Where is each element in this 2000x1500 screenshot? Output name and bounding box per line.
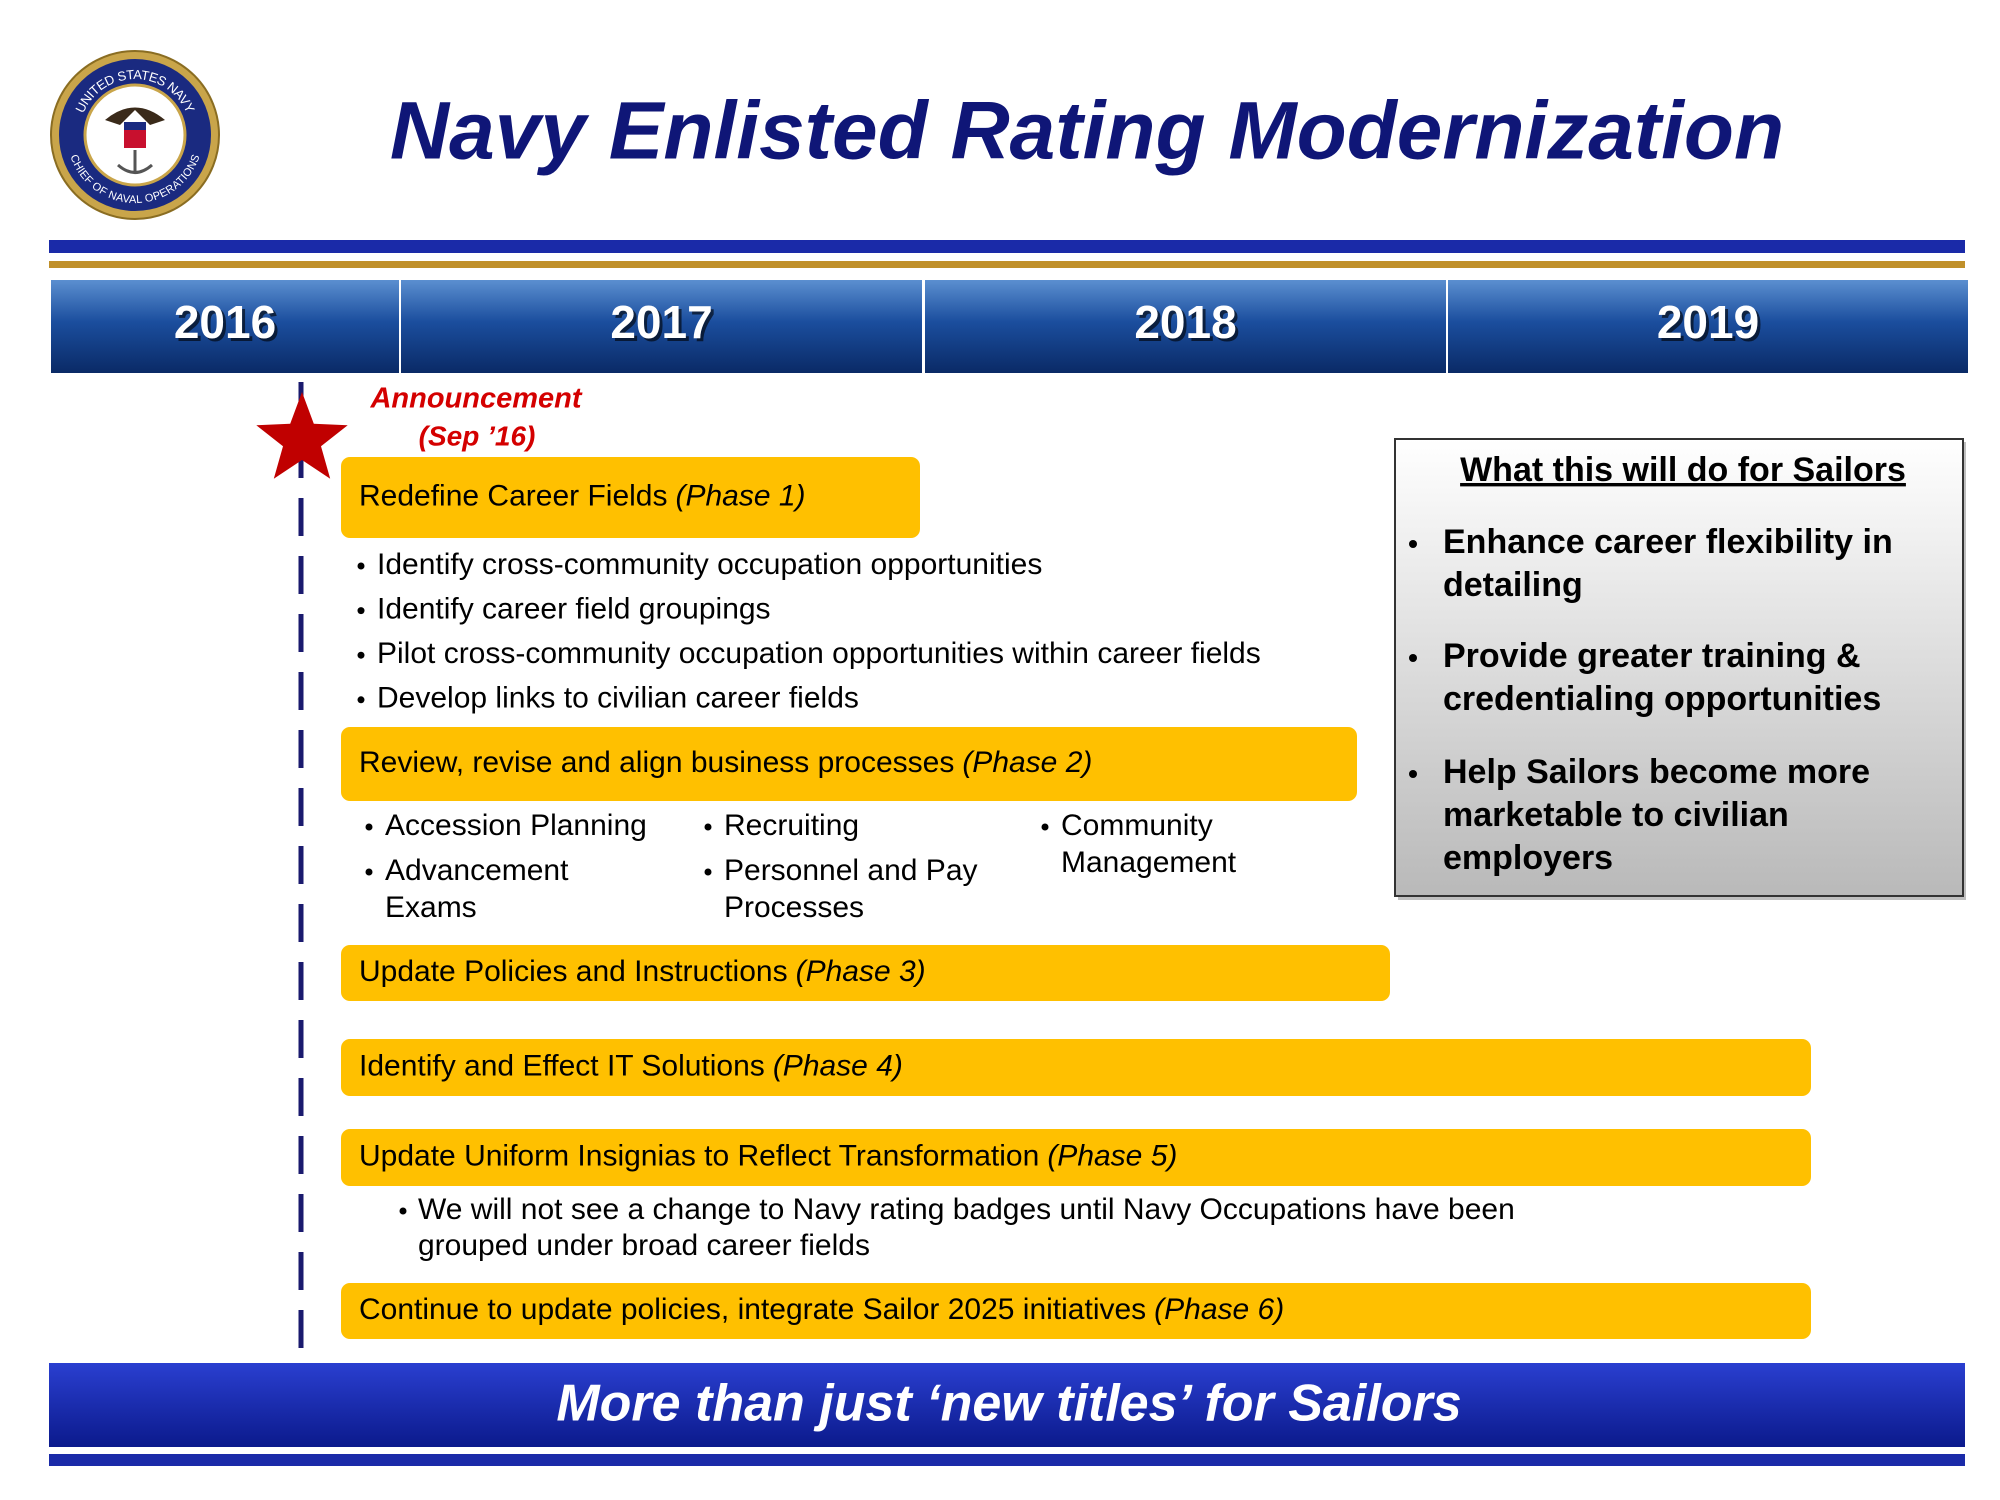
process-item: Community bbox=[1061, 809, 1213, 842]
rule-blue bbox=[49, 240, 1965, 253]
benefit-line: Enhance career flexibility in bbox=[1443, 523, 1893, 561]
phase-bullet: Pilot cross-community occupation opportu… bbox=[377, 637, 1261, 670]
rule-gold bbox=[49, 261, 1965, 268]
benefits-heading: What this will do for Sailors bbox=[1460, 451, 1906, 489]
bullet-dot bbox=[365, 868, 373, 876]
phase-text: Redefine Career Fields (Phase 1) bbox=[359, 479, 806, 512]
footer-tagline: More than just ‘new titles’ for Sailors bbox=[556, 1375, 1461, 1433]
year-cell bbox=[1448, 280, 1968, 373]
process-item: Advancement bbox=[385, 854, 569, 887]
phase-text: Identify and Effect IT Solutions (Phase 4… bbox=[359, 1049, 903, 1082]
process-item: Accession Planning bbox=[385, 809, 647, 842]
bullet-dot bbox=[704, 823, 712, 831]
phase-number: (Phase 5) bbox=[1047, 1139, 1177, 1172]
phases: Redefine Career Fields (Phase 1) Identify … bbox=[341, 457, 1811, 1339]
year-shadow: 2018 bbox=[1137, 299, 1239, 351]
bullet-dot bbox=[1409, 540, 1417, 548]
phase-number: (Phase 1) bbox=[675, 479, 805, 512]
benefit-line: credentialing opportunities bbox=[1443, 680, 1881, 718]
year-label: 2018 bbox=[1134, 296, 1236, 348]
phase-title: Identify and Effect IT Solutions bbox=[359, 1049, 765, 1082]
process-item: Processes bbox=[724, 891, 864, 924]
bullet-dot bbox=[357, 562, 365, 570]
benefit-line: Help Sailors become more bbox=[1443, 753, 1870, 791]
bullet-dot bbox=[1409, 654, 1417, 662]
phase-box bbox=[341, 727, 1357, 801]
phase-number: (Phase 4) bbox=[773, 1049, 903, 1082]
year-shadow: 2017 bbox=[613, 299, 715, 351]
phase-note: We will not see a change to Navy rating … bbox=[418, 1193, 1515, 1226]
bullet-dot bbox=[1041, 823, 1049, 831]
year-label: 2016 bbox=[174, 296, 276, 348]
year-shadow: 2016 bbox=[177, 299, 279, 351]
announcement-label: Announcement bbox=[369, 383, 582, 415]
process-item: Management bbox=[1061, 846, 1237, 879]
year-cell bbox=[401, 280, 922, 373]
benefits-box: What this will do for Sailors Enhance ca… bbox=[1394, 438, 1966, 900]
phase-bullet: Develop links to civilian career fields bbox=[377, 682, 859, 715]
year-cell bbox=[925, 280, 1446, 373]
bullet-dot bbox=[704, 868, 712, 876]
year-label: 2019 bbox=[1657, 296, 1759, 348]
announcement-star bbox=[256, 392, 348, 479]
benefit-line: detailing bbox=[1443, 566, 1583, 604]
phase-bullet: Identify career field groupings bbox=[377, 593, 771, 626]
phase-number: (Phase 6) bbox=[1154, 1293, 1284, 1326]
announcement-date: (Sep ’16) bbox=[419, 420, 536, 451]
phase-title: Update Uniform Insignias to Reflect Tran… bbox=[359, 1139, 1039, 1172]
process-item: Exams bbox=[385, 891, 477, 924]
bullet-dot bbox=[357, 696, 365, 704]
bullet-dot bbox=[357, 651, 365, 659]
year-shadow: 2019 bbox=[1660, 299, 1762, 351]
phase-title: Review, revise and align business proces… bbox=[359, 746, 954, 779]
title: Navy Enlisted Rating Modernization bbox=[390, 86, 1784, 177]
phase-text: Review, revise and align business proces… bbox=[359, 746, 1092, 779]
seal: UNITED STATES NAVY CHIEF OF NAVAL OPERAT… bbox=[50, 50, 220, 220]
rule-bottom bbox=[49, 1454, 1965, 1466]
phase-box bbox=[341, 1129, 1811, 1186]
phase-note: grouped under broad career fields bbox=[418, 1229, 870, 1262]
phase-text: Continue to update policies, integrate S… bbox=[359, 1293, 1284, 1326]
phase-number: (Phase 2) bbox=[962, 746, 1092, 779]
phase-bullet: Identify cross-community occupation oppo… bbox=[377, 548, 1042, 581]
footer-banner bbox=[49, 1363, 1965, 1447]
phase-text: Update Policies and Instructions (Phase 3… bbox=[359, 955, 926, 988]
bullet-dot bbox=[399, 1207, 407, 1215]
year-label: 2017 bbox=[610, 296, 712, 348]
phase-number: (Phase 3) bbox=[796, 955, 926, 988]
bullet-dot bbox=[1409, 770, 1417, 778]
bullet-dot bbox=[357, 607, 365, 615]
bullet-dot bbox=[365, 823, 373, 831]
benefit-line: marketable to civilian bbox=[1443, 796, 1789, 834]
phase-box bbox=[341, 945, 1390, 1001]
process-item: Personnel and Pay bbox=[724, 854, 978, 887]
phase-text: Update Uniform Insignias to Reflect Tran… bbox=[359, 1139, 1177, 1172]
phase-box bbox=[341, 1039, 1811, 1096]
phase-box bbox=[341, 1283, 1811, 1339]
benefit-line: Provide greater training & bbox=[1443, 637, 1861, 675]
phase-title: Update Policies and Instructions bbox=[359, 955, 788, 988]
phase-title: Continue to update policies, integrate S… bbox=[359, 1293, 1146, 1326]
year-cell bbox=[51, 280, 399, 373]
process-item: Recruiting bbox=[724, 809, 859, 842]
phase-title: Redefine Career Fields bbox=[359, 479, 667, 512]
benefit-line: employers bbox=[1443, 839, 1613, 877]
phase-box bbox=[341, 457, 920, 538]
